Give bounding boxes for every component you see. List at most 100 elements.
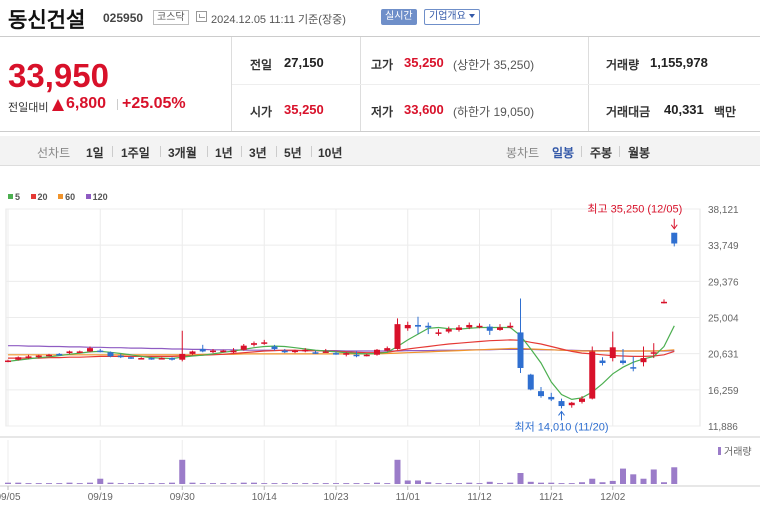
- trade-value: 40,331: [664, 102, 704, 117]
- candle-body: [230, 350, 237, 353]
- divider: [112, 146, 113, 157]
- company-overview-dropdown[interactable]: 기업개요: [424, 9, 480, 25]
- candle-body: [640, 358, 647, 363]
- candle-body: [148, 358, 155, 360]
- volume-bar: [230, 483, 237, 484]
- candle-body: [476, 325, 483, 328]
- candle-body: [650, 352, 657, 354]
- y-tick-label: 16,259: [708, 386, 739, 397]
- divider: [619, 146, 620, 157]
- volume-bar: [56, 483, 63, 484]
- candle-body: [558, 401, 565, 407]
- candle-body: [425, 325, 432, 328]
- volume-bar: [425, 482, 432, 484]
- candle-body: [138, 358, 145, 360]
- volume-bar: [404, 480, 411, 484]
- volume-bar: [456, 483, 462, 484]
- volume-bar: [343, 483, 350, 484]
- volume-bar: [333, 483, 339, 484]
- volume-bar: [640, 478, 647, 484]
- clock-icon: [196, 11, 207, 22]
- volume-label: 거래량: [606, 58, 640, 72]
- y-tick-label: 11,886: [708, 422, 738, 433]
- ma5-line: [7, 325, 675, 401]
- tab-daily[interactable]: 일봉: [552, 146, 575, 160]
- candle-body: [25, 356, 32, 358]
- volume-bar: [661, 482, 667, 484]
- market-badge: 코스닥: [153, 10, 189, 25]
- tab-monthly[interactable]: 월봉: [628, 146, 651, 160]
- tab-1w[interactable]: 1주일: [121, 146, 150, 160]
- volume-bar: [87, 482, 93, 484]
- volume-bar: [579, 482, 585, 484]
- candle-body: [179, 353, 186, 360]
- tab-10y[interactable]: 10년: [318, 146, 343, 160]
- volume-bar: [210, 483, 216, 484]
- candle-body: [35, 355, 42, 358]
- volume-bar: [128, 483, 134, 484]
- candle-body: [538, 391, 544, 397]
- high-annotation: 최고 35,250 (12/05): [587, 203, 682, 216]
- volume-bar: [374, 482, 380, 484]
- divider: [311, 146, 312, 157]
- volume-bar: [497, 483, 503, 484]
- volume-bar: [281, 483, 288, 484]
- realtime-button[interactable]: 실시간: [381, 9, 417, 25]
- high-value: 35,250: [404, 55, 444, 70]
- change-percent: +25.05%: [122, 95, 186, 112]
- tab-weekly[interactable]: 주봉: [590, 146, 613, 160]
- candle-body: [507, 325, 514, 328]
- candle-body: [548, 396, 555, 400]
- candle-body: [312, 352, 319, 354]
- candle-body: [302, 349, 309, 352]
- volume-bar: [251, 482, 257, 484]
- prev-close-label: 전일: [250, 58, 273, 72]
- volume-bar: [363, 483, 370, 484]
- candle-body: [220, 350, 227, 353]
- y-tick-label: 38,121: [708, 205, 739, 216]
- divider: [276, 146, 277, 157]
- line-chart-label: 선차트: [37, 146, 71, 160]
- candle-body: [394, 324, 401, 349]
- chevron-down-icon: [468, 14, 475, 19]
- x-tick-label: 09/05: [0, 492, 21, 503]
- volume-bar: [599, 482, 606, 484]
- volume-bar: [353, 483, 360, 484]
- candle-body: [251, 343, 257, 345]
- tab-5y[interactable]: 5년: [284, 146, 302, 160]
- divider: [241, 146, 242, 157]
- candle-body: [333, 353, 339, 355]
- volume-bar: [5, 482, 11, 484]
- candle-body: [5, 360, 11, 363]
- volume-bar: [117, 483, 124, 484]
- x-tick-label: 11/01: [396, 492, 421, 503]
- trade-value-unit: 백만: [714, 105, 737, 119]
- candle-body: [240, 345, 247, 350]
- candle-body: [343, 353, 350, 355]
- candle-body: [609, 347, 616, 359]
- volume-bar: [527, 481, 534, 484]
- volume-bar: [435, 483, 442, 484]
- volume-bar: [199, 483, 206, 484]
- candle-body: [353, 354, 360, 357]
- change-label: 전일대비: [8, 102, 49, 114]
- candle-body: [56, 353, 63, 356]
- tab-1d[interactable]: 1일: [86, 146, 104, 160]
- trade-value-label: 거래대금: [606, 105, 651, 119]
- candle-body: [210, 350, 216, 353]
- candle-body: [497, 327, 503, 330]
- tab-1y[interactable]: 1년: [215, 146, 233, 160]
- tab-3y[interactable]: 3년: [249, 146, 267, 160]
- candle-body: [66, 351, 73, 354]
- candle-body: [15, 357, 22, 360]
- volume-bar: [589, 478, 596, 484]
- volume-bar: [46, 483, 52, 484]
- legend-item-ma120: 120: [85, 192, 108, 202]
- candle-body: [363, 354, 370, 357]
- volume-bar: [558, 483, 565, 484]
- chart-grid: [0, 208, 760, 490]
- candle-body: [671, 232, 678, 244]
- header: 동신건설 025950 코스닥 2024.12.05 11:11 기준(장중) …: [0, 0, 760, 36]
- tab-3m[interactable]: 3개월: [168, 146, 197, 160]
